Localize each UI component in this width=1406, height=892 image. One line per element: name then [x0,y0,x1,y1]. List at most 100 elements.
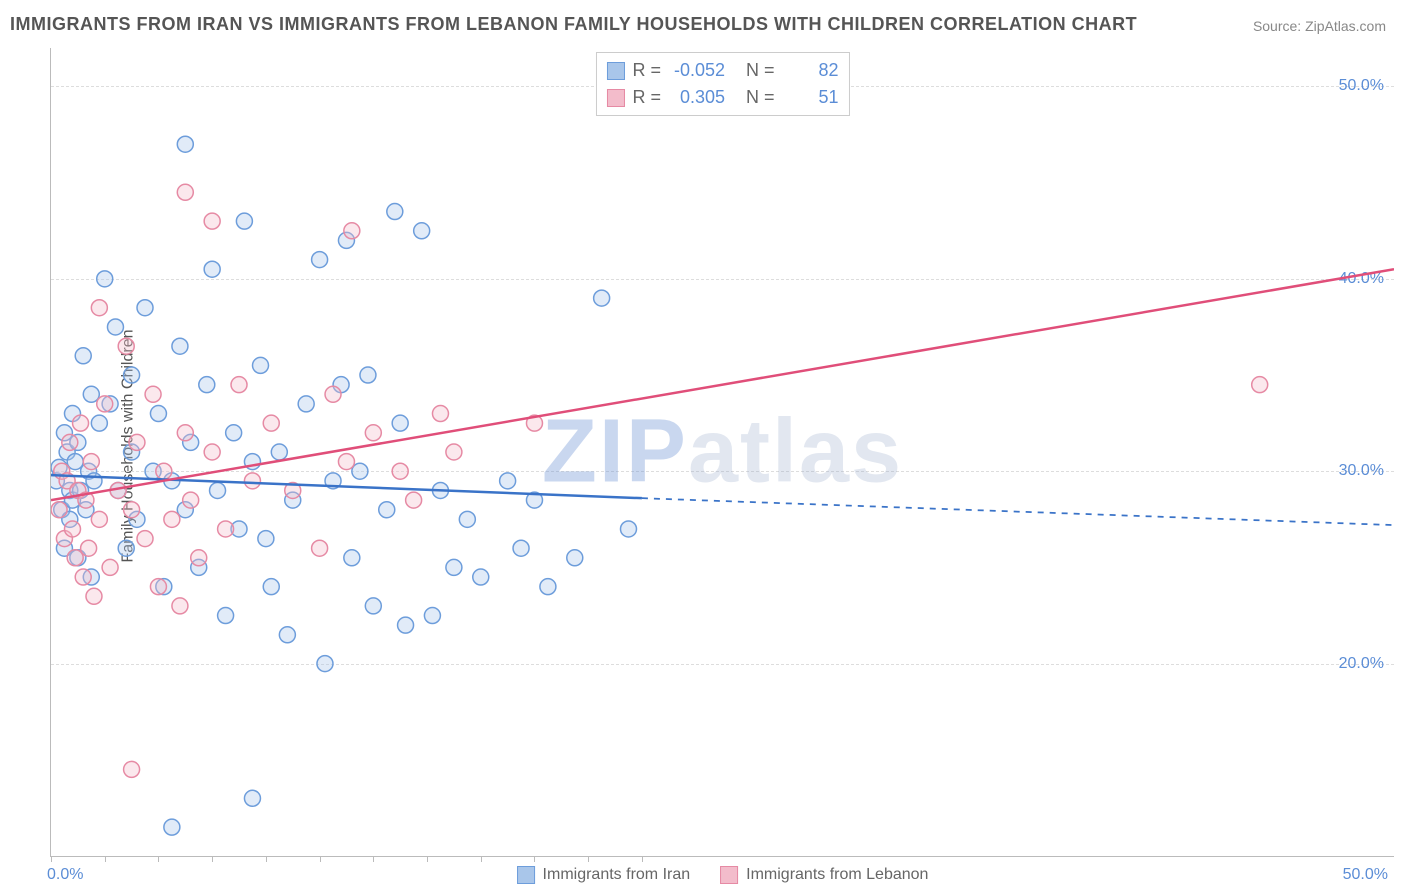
scatter-point [75,569,91,585]
scatter-point [210,482,226,498]
legend-label: Immigrants from Iran [543,866,691,884]
x-tick [51,856,52,862]
x-tick [427,856,428,862]
scatter-point [86,588,102,604]
scatter-point [177,136,193,152]
scatter-plot [51,48,1394,856]
legend-row-lebanon: R = 0.305 N = 51 [606,84,838,111]
scatter-point [540,579,556,595]
scatter-point [204,213,220,229]
scatter-point [124,502,140,518]
scatter-point [51,502,67,518]
scatter-point [263,579,279,595]
scatter-point [64,521,80,537]
chart-title: IMMIGRANTS FROM IRAN VS IMMIGRANTS FROM … [10,14,1137,35]
scatter-point [218,608,234,624]
scatter-point [344,223,360,239]
scatter-point [183,492,199,508]
scatter-point [129,434,145,450]
swatch-icon [606,89,624,107]
scatter-point [204,444,220,460]
swatch-icon [606,62,624,80]
scatter-point [145,386,161,402]
scatter-point [244,473,260,489]
scatter-point [387,204,403,220]
scatter-point [107,319,123,335]
scatter-point [67,550,83,566]
scatter-point [473,569,489,585]
legend-item-lebanon: Immigrants from Lebanon [720,866,928,884]
scatter-point [244,790,260,806]
x-min-label: 0.0% [47,866,83,884]
x-tick [266,856,267,862]
scatter-point [360,367,376,383]
scatter-point [124,761,140,777]
scatter-point [398,617,414,633]
swatch-icon [517,866,535,884]
scatter-point [338,454,354,470]
scatter-point [317,656,333,672]
scatter-point [231,377,247,393]
regression-line [51,475,642,498]
scatter-point [392,463,408,479]
scatter-point [365,425,381,441]
chart-plot-area: ZIPatlas 20.0%30.0%40.0%50.0% 0.0% 50.0%… [50,48,1394,857]
regression-line [51,269,1394,500]
scatter-point [513,540,529,556]
scatter-point [81,540,97,556]
scatter-point [118,338,134,354]
scatter-point [312,252,328,268]
x-tick [642,856,643,862]
x-tick [158,856,159,862]
scatter-point [177,184,193,200]
legend-item-iran: Immigrants from Iran [517,866,691,884]
scatter-point [567,550,583,566]
scatter-point [83,454,99,470]
scatter-point [97,396,113,412]
scatter-point [459,511,475,527]
scatter-point [164,511,180,527]
scatter-point [86,473,102,489]
x-tick [588,856,589,862]
scatter-point [344,550,360,566]
x-tick [481,856,482,862]
x-tick [105,856,106,862]
scatter-point [446,559,462,575]
scatter-point [271,444,287,460]
scatter-point [172,338,188,354]
scatter-point [91,415,107,431]
scatter-point [156,463,172,479]
scatter-point [177,425,193,441]
swatch-icon [720,866,738,884]
source-label: Source: ZipAtlas.com [1253,18,1386,34]
scatter-point [279,627,295,643]
scatter-point [137,300,153,316]
legend-row-iran: R = -0.052 N = 82 [606,57,838,84]
scatter-point [83,386,99,402]
x-tick [320,856,321,862]
legend-bottom: Immigrants from Iran Immigrants from Leb… [517,866,929,884]
scatter-point [1252,377,1268,393]
scatter-point [258,531,274,547]
scatter-point [446,444,462,460]
scatter-point [392,415,408,431]
scatter-point [199,377,215,393]
scatter-point [263,415,279,431]
scatter-point [620,521,636,537]
scatter-point [91,300,107,316]
scatter-point [236,213,252,229]
scatter-point [124,367,140,383]
scatter-point [365,598,381,614]
scatter-point [226,425,242,441]
scatter-point [97,271,113,287]
scatter-point [102,559,118,575]
scatter-point [424,608,440,624]
scatter-point [432,406,448,422]
scatter-point [594,290,610,306]
scatter-point [150,579,166,595]
scatter-point [253,357,269,373]
scatter-point [204,261,220,277]
scatter-point [62,434,78,450]
legend-correlation: R = -0.052 N = 82 R = 0.305 N = 51 [595,52,849,116]
scatter-point [67,454,83,470]
